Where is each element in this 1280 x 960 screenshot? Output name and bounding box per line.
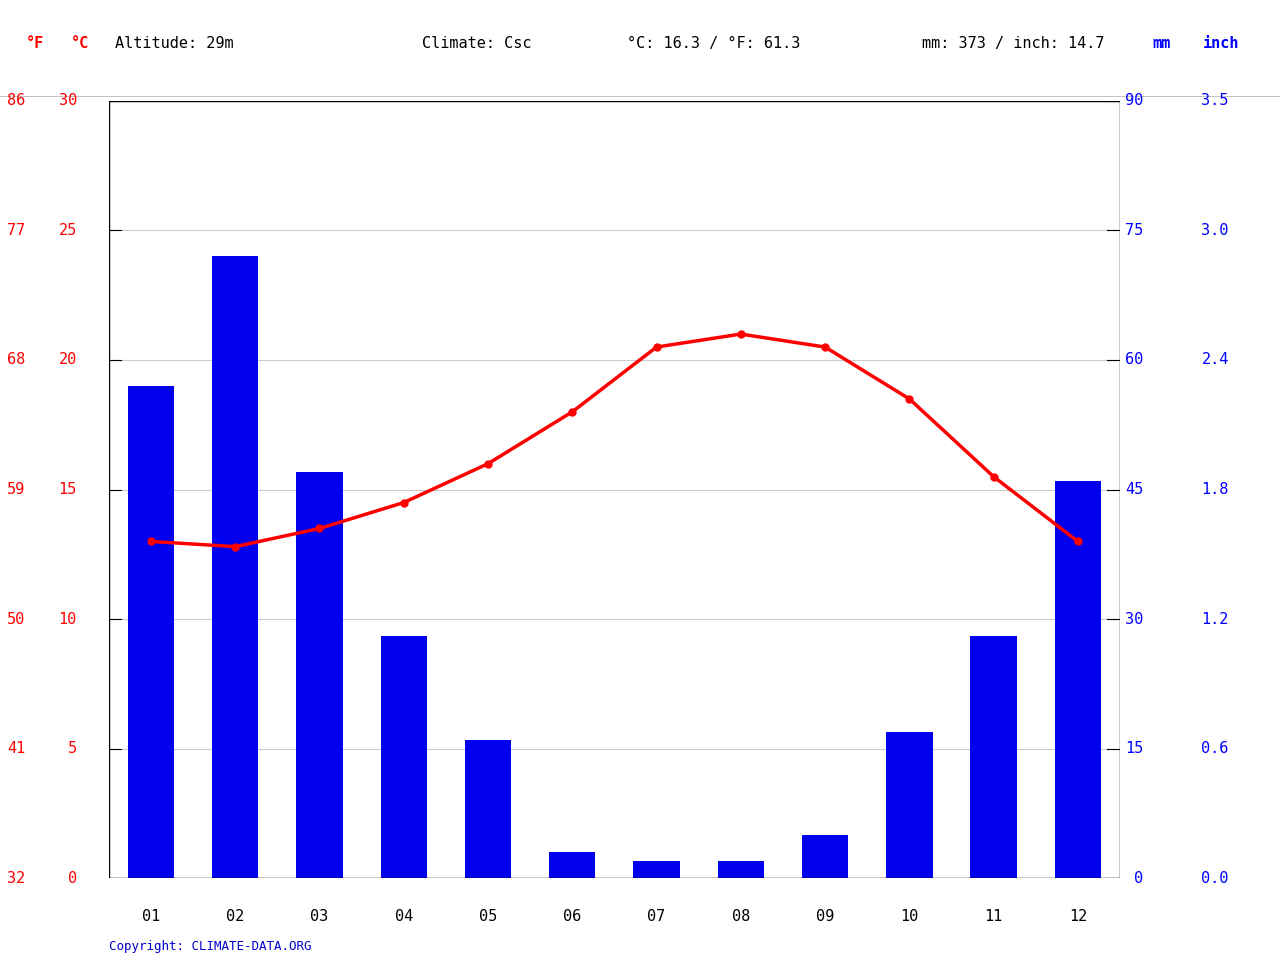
Text: 10: 10 — [59, 612, 77, 627]
Text: 3.0: 3.0 — [1202, 223, 1229, 238]
Bar — [970, 636, 1016, 878]
Bar — [212, 256, 259, 878]
Bar — [128, 386, 174, 878]
Text: 0.6: 0.6 — [1202, 741, 1229, 756]
Text: 10: 10 — [900, 908, 919, 924]
Bar — [465, 740, 511, 878]
Bar — [634, 861, 680, 878]
Bar — [296, 472, 343, 878]
Text: 04: 04 — [394, 908, 413, 924]
Text: Altitude: 29m: Altitude: 29m — [115, 36, 234, 51]
Text: 5: 5 — [68, 741, 77, 756]
Text: 3.5: 3.5 — [1202, 93, 1229, 108]
Text: 59: 59 — [8, 482, 26, 497]
Text: 06: 06 — [563, 908, 581, 924]
Text: 25: 25 — [59, 223, 77, 238]
Bar — [380, 636, 428, 878]
Text: 0: 0 — [1134, 871, 1143, 886]
Text: 09: 09 — [815, 908, 835, 924]
Text: inch: inch — [1203, 36, 1240, 51]
Text: mm: 373 / inch: 14.7: mm: 373 / inch: 14.7 — [922, 36, 1105, 51]
Text: 30: 30 — [59, 93, 77, 108]
Text: 1.2: 1.2 — [1202, 612, 1229, 627]
Bar — [549, 852, 595, 878]
Text: 12: 12 — [1069, 908, 1087, 924]
Text: °C: 16.3 / °F: 61.3: °C: 16.3 / °F: 61.3 — [627, 36, 800, 51]
Text: 03: 03 — [310, 908, 329, 924]
Text: 07: 07 — [648, 908, 666, 924]
Text: 77: 77 — [8, 223, 26, 238]
Text: 32: 32 — [8, 871, 26, 886]
Bar — [886, 732, 933, 878]
Text: 45: 45 — [1125, 482, 1143, 497]
Text: 50: 50 — [8, 612, 26, 627]
Text: 02: 02 — [227, 908, 244, 924]
Text: 2.4: 2.4 — [1202, 352, 1229, 368]
Text: 90: 90 — [1125, 93, 1143, 108]
Text: 41: 41 — [8, 741, 26, 756]
Text: 75: 75 — [1125, 223, 1143, 238]
Text: 1.8: 1.8 — [1202, 482, 1229, 497]
Text: 01: 01 — [142, 908, 160, 924]
Text: 15: 15 — [1125, 741, 1143, 756]
Text: 15: 15 — [59, 482, 77, 497]
Text: 05: 05 — [479, 908, 497, 924]
Text: 11: 11 — [984, 908, 1002, 924]
Bar — [718, 861, 764, 878]
Text: Climate: Csc: Climate: Csc — [422, 36, 532, 51]
Text: 60: 60 — [1125, 352, 1143, 368]
Text: 0.0: 0.0 — [1202, 871, 1229, 886]
Text: 0: 0 — [68, 871, 77, 886]
Text: °C: °C — [70, 36, 88, 51]
Text: °F: °F — [26, 36, 44, 51]
Text: 68: 68 — [8, 352, 26, 368]
Bar — [801, 835, 849, 878]
Text: Copyright: CLIMATE-DATA.ORG: Copyright: CLIMATE-DATA.ORG — [109, 941, 311, 953]
Text: 08: 08 — [732, 908, 750, 924]
Text: 30: 30 — [1125, 612, 1143, 627]
Text: mm: mm — [1152, 36, 1170, 51]
Bar — [1055, 481, 1101, 878]
Text: 20: 20 — [59, 352, 77, 368]
Text: 86: 86 — [8, 93, 26, 108]
